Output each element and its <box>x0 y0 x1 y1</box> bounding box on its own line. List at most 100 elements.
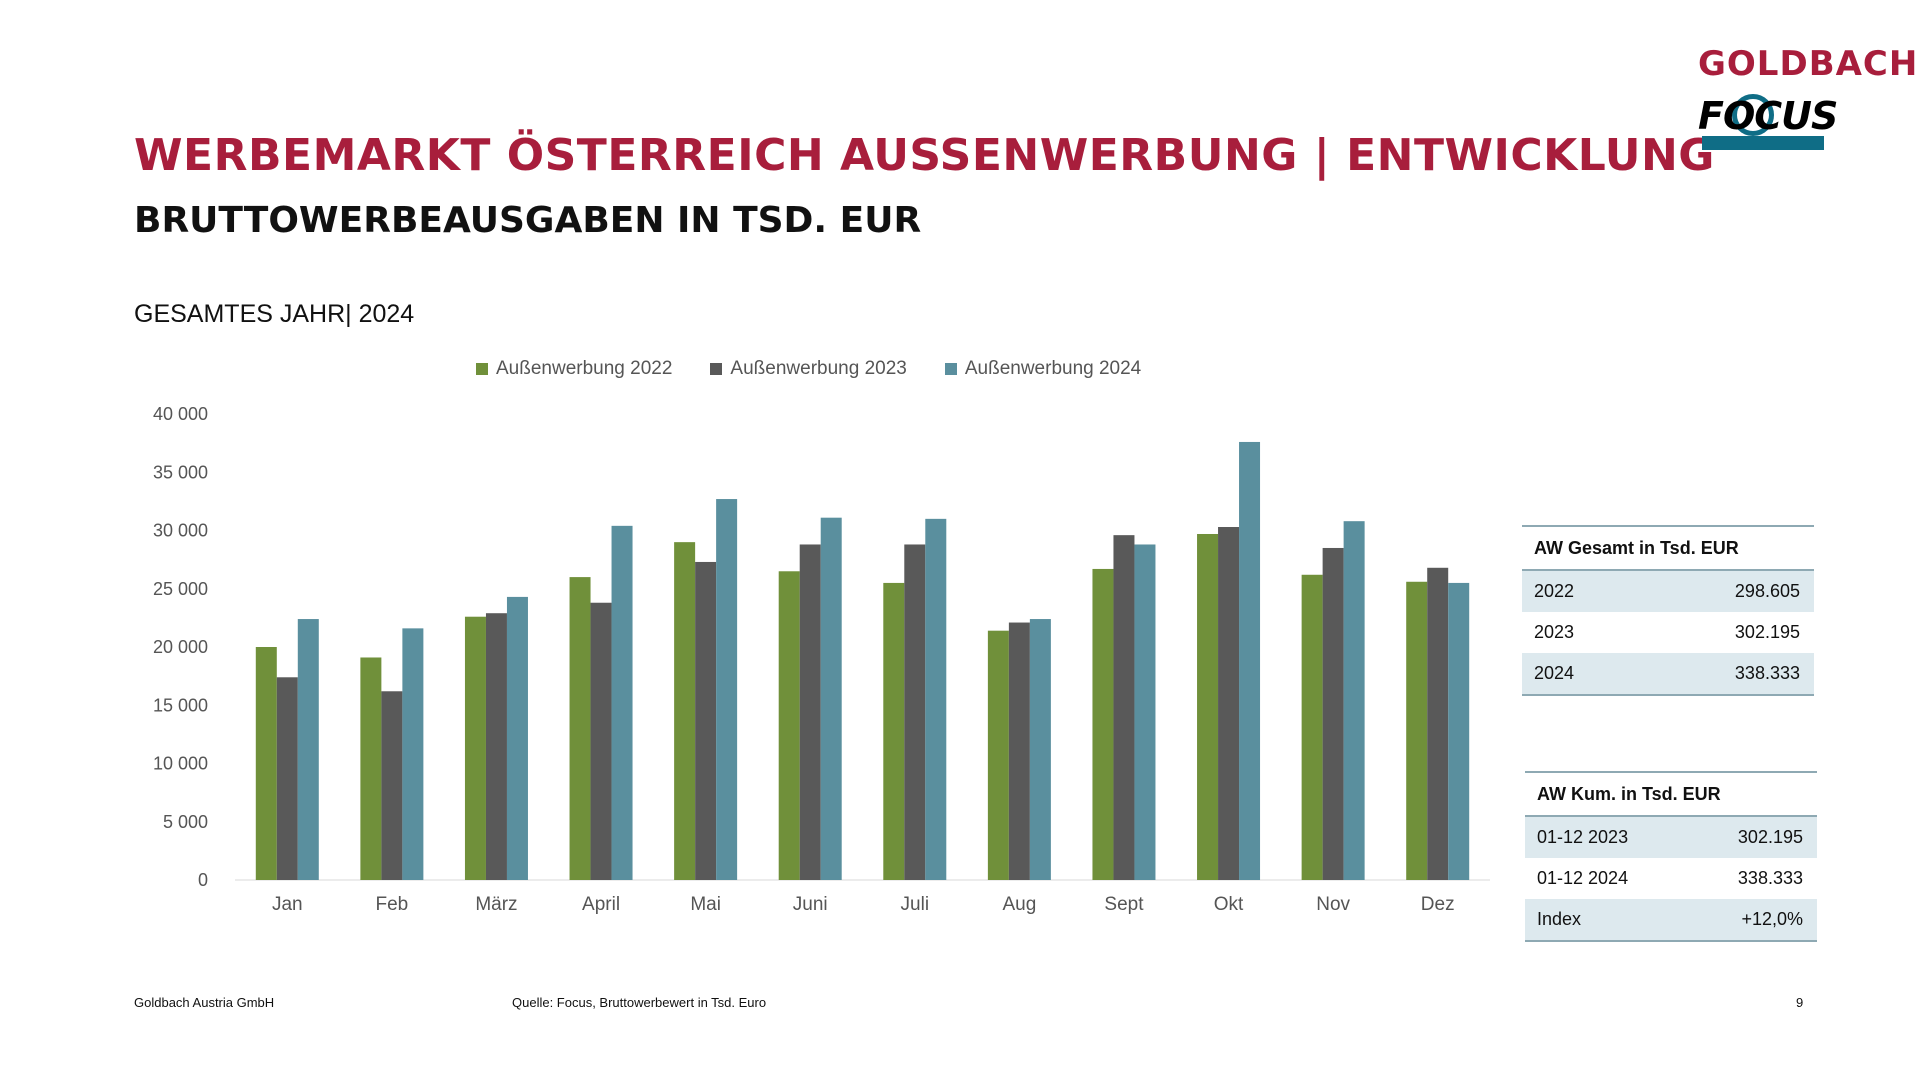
total-row-2023: 2023 302.195 <box>1522 612 1814 653</box>
bar-chart: 0 5 000 10 000 15 000 20 000 25 000 30 000 35 0… <box>153 404 1490 915</box>
bar-Juli-2023 <box>904 544 926 880</box>
bar-Juli-2024 <box>925 518 947 880</box>
bar-Jan-2022 <box>255 647 277 880</box>
bar-Sept-2022 <box>1092 568 1114 880</box>
bar-Feb-2024 <box>402 628 424 880</box>
y-tick-label: 40 000 <box>153 404 208 424</box>
cum-row-label: 01-12 2023 <box>1537 827 1629 847</box>
bar-Mai-2022 <box>674 542 696 880</box>
x-tick-label: Okt <box>1214 894 1244 915</box>
y-tick-label: 35 000 <box>153 462 208 482</box>
bar-April-2022 <box>569 577 591 880</box>
legend-item-2023: Außenwerbung 2023 <box>710 358 907 380</box>
logo-magnifier-icon <box>1732 94 1774 136</box>
y-tick-label: 15 000 <box>153 695 208 715</box>
bar-Dez-2023 <box>1427 567 1449 880</box>
x-tick-label: Feb <box>376 894 409 915</box>
bar-April-2024 <box>611 525 633 880</box>
legend-label-2024: Außenwerbung 2024 <box>964 358 1142 379</box>
x-tick-label: Mai <box>690 894 721 915</box>
cum-row-index: Index +12,0% <box>1525 899 1817 942</box>
total-row-label: 2023 <box>1534 622 1575 642</box>
bar-Aug-2024 <box>1029 619 1051 880</box>
y-tick-label: 25 000 <box>153 579 208 599</box>
cum-row-label: 01-12 2024 <box>1537 868 1629 888</box>
x-tick-label: Sept <box>1104 894 1144 915</box>
bar-Juli-2022 <box>883 582 905 880</box>
legend-item-2022: Außenwerbung 2022 <box>476 358 672 380</box>
bar-Nov-2024 <box>1343 521 1365 880</box>
cumulative-table-header: AW Kum. in Tsd. EUR <box>1525 771 1817 817</box>
bar-Juni-2023 <box>799 544 821 880</box>
bar-Sept-2024 <box>1134 544 1156 880</box>
page-title: WERBEMARKT ÖSTERREICH AUSSENWERBUNG | EN… <box>134 130 1715 181</box>
bar-März-2022 <box>464 616 486 880</box>
bar-Okt-2022 <box>1197 533 1219 880</box>
total-row-value: 302.195 <box>1734 622 1800 642</box>
bar-Feb-2023 <box>381 691 403 880</box>
bar-Nov-2022 <box>1301 574 1323 880</box>
legend-swatch-2022 <box>476 363 488 375</box>
x-tick-label: April <box>582 894 620 915</box>
x-tick-label: Juli <box>901 894 930 915</box>
bar-Dez-2024 <box>1448 582 1470 880</box>
cumulative-table: AW Kum. in Tsd. EUR 01-12 2023 302.195 0… <box>1525 771 1817 942</box>
legend-swatch-2024 <box>944 363 957 375</box>
cum-row-value: 338.333 <box>1737 868 1803 888</box>
logo-sub: FOCUS <box>1698 94 1838 138</box>
page-subtitle: BRUTTOWERBEAUSGABEN IN TSD. EUR <box>134 200 922 241</box>
total-row-value: 298.605 <box>1734 581 1800 601</box>
total-row-value: 338.333 <box>1734 663 1800 683</box>
y-tick-label: 20 000 <box>153 637 208 657</box>
logo-brand: GOLDBACH <box>1698 44 1919 84</box>
footer-source: Quelle: Focus, Bruttowerbewert in Tsd. E… <box>512 995 767 1010</box>
x-tick-label: Jan <box>272 894 303 915</box>
x-tick-label: Nov <box>1316 894 1350 915</box>
bar-Mai-2023 <box>695 561 717 880</box>
bar-Dez-2022 <box>1406 581 1428 880</box>
y-tick-label: 10 000 <box>153 754 208 774</box>
total-row-label: 2024 <box>1534 663 1575 683</box>
bar-April-2023 <box>590 602 612 880</box>
bar-Juni-2024 <box>820 517 842 880</box>
legend-label-2023: Außenwerbung 2023 <box>730 358 907 379</box>
bar-Nov-2023 <box>1322 547 1344 880</box>
bar-März-2024 <box>506 596 528 880</box>
cum-row-value: 302.195 <box>1737 827 1803 847</box>
bar-Sept-2023 <box>1113 535 1135 880</box>
y-tick-label: 30 000 <box>153 521 208 541</box>
bar-Feb-2022 <box>360 657 382 880</box>
cum-row-2024: 01-12 2024 338.333 <box>1525 858 1817 899</box>
legend-swatch-2023 <box>710 363 723 375</box>
goldbach-focus-logo: GOLDBACH FOCUS <box>1698 44 1917 164</box>
legend-item-2024: Außenwerbung 2024 <box>944 358 1142 380</box>
bar-Okt-2023 <box>1218 527 1240 880</box>
bar-Aug-2022 <box>987 630 1009 880</box>
total-row-2022: 2022 298.605 <box>1522 571 1814 612</box>
y-tick-label: 0 <box>198 870 208 890</box>
chart-legend: Außenwerbung 2022 Außenwerbung 2023 Auße… <box>476 358 1141 380</box>
cum-row-label: Index <box>1537 909 1582 929</box>
total-table-header: AW Gesamt in Tsd. EUR <box>1522 525 1814 571</box>
bar-Jan-2024 <box>297 619 319 880</box>
total-row-2024: 2024 338.333 <box>1522 653 1814 696</box>
x-tick-label: März <box>475 894 517 915</box>
legend-label-2022: Außenwerbung 2022 <box>496 358 673 379</box>
bar-Okt-2024 <box>1239 441 1261 880</box>
total-row-label: 2022 <box>1534 581 1575 601</box>
bar-Jan-2023 <box>276 677 298 880</box>
bar-Juni-2022 <box>778 571 800 880</box>
x-tick-label: Aug <box>1002 894 1036 915</box>
period-label: GESAMTES JAHR| 2024 <box>134 300 415 328</box>
bar-Mai-2024 <box>716 499 738 880</box>
total-table: AW Gesamt in Tsd. EUR 2022 298.605 2023 … <box>1522 525 1814 696</box>
footer-company: Goldbach Austria GmbH <box>134 995 275 1010</box>
y-tick-label: 5 000 <box>163 812 208 832</box>
logo-bar <box>1702 136 1824 150</box>
bar-Aug-2023 <box>1008 622 1030 880</box>
footer-page-number: 9 <box>1796 995 1804 1010</box>
x-tick-label: Dez <box>1421 894 1455 915</box>
cum-row-2023: 01-12 2023 302.195 <box>1525 817 1817 858</box>
bar-März-2023 <box>485 613 507 880</box>
cum-row-value: +12,0% <box>1741 909 1803 929</box>
